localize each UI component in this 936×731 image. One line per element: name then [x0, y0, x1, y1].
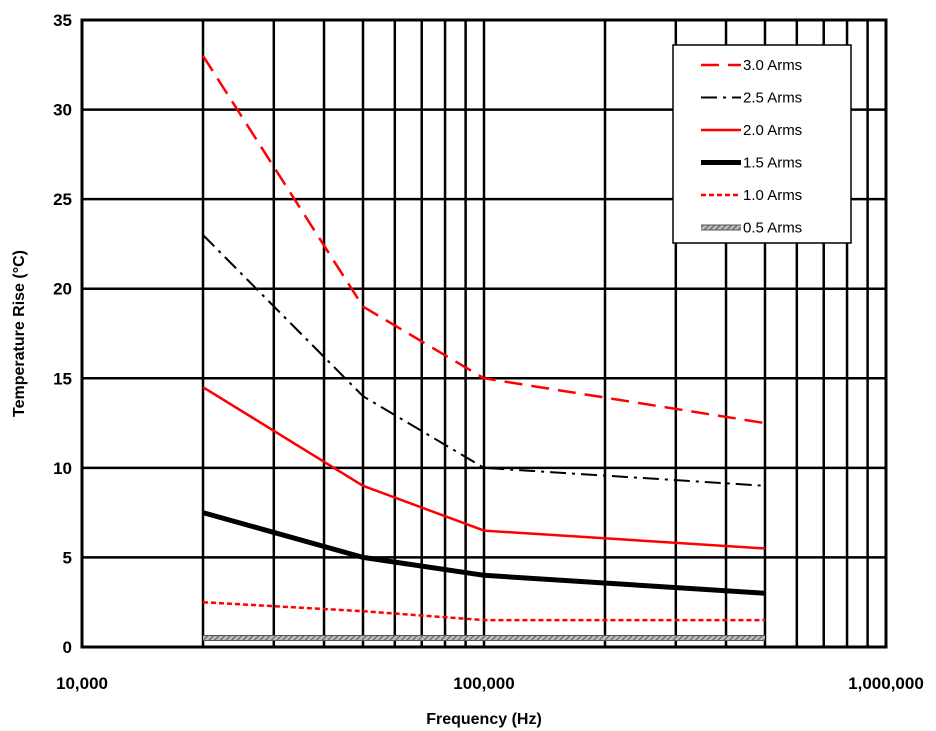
series-line [202, 234, 766, 487]
series-line-path [202, 600, 765, 622]
series-line-path [202, 234, 766, 487]
series-line-path [201, 55, 766, 425]
y-tick-label: 20 [53, 280, 72, 299]
x-tick-label: 1,000,000 [848, 674, 924, 693]
y-axis-title: Temperature Rise (°C) [11, 250, 28, 417]
series-line-path [202, 386, 766, 550]
x-axis-title: Frequency (Hz) [426, 711, 542, 728]
legend-label: 3.0 Arms [743, 57, 802, 74]
series-line [202, 386, 766, 550]
legend-label: 0.5 Arms [743, 220, 802, 237]
legend-label: 1.5 Arms [743, 155, 802, 172]
plot-area-frame [80, 18, 888, 649]
legend-box [672, 44, 852, 244]
series-line [202, 510, 766, 596]
y-tick-label: 15 [53, 369, 72, 388]
tick-labels: 0 5 10 15 20 25 30 35 10,000 100,000 1,000,000 [53, 11, 924, 693]
legend-label: 1.0 Arms [743, 187, 802, 204]
y-tick-label: 10 [53, 459, 72, 478]
series-line-path [202, 510, 766, 596]
legend-label: 2.5 Arms [743, 90, 802, 107]
series-layer [201, 55, 766, 641]
y-tick-label: 35 [53, 11, 72, 30]
legend-label: 2.0 Arms [743, 122, 802, 139]
y-tick-label: 0 [63, 638, 72, 657]
legend: 3.0 Arms 2.5 Arms 2.0 Arms 1.5 Arms 1.0 Arms… [672, 44, 852, 244]
x-tick-label: 10,000 [56, 674, 108, 693]
x-tick-label: 100,000 [453, 674, 514, 693]
series-line [202, 600, 765, 622]
series-line [201, 55, 766, 425]
y-tick-label: 5 [63, 548, 72, 567]
y-tick-label: 25 [53, 190, 72, 209]
y-tick-label: 30 [53, 101, 72, 120]
